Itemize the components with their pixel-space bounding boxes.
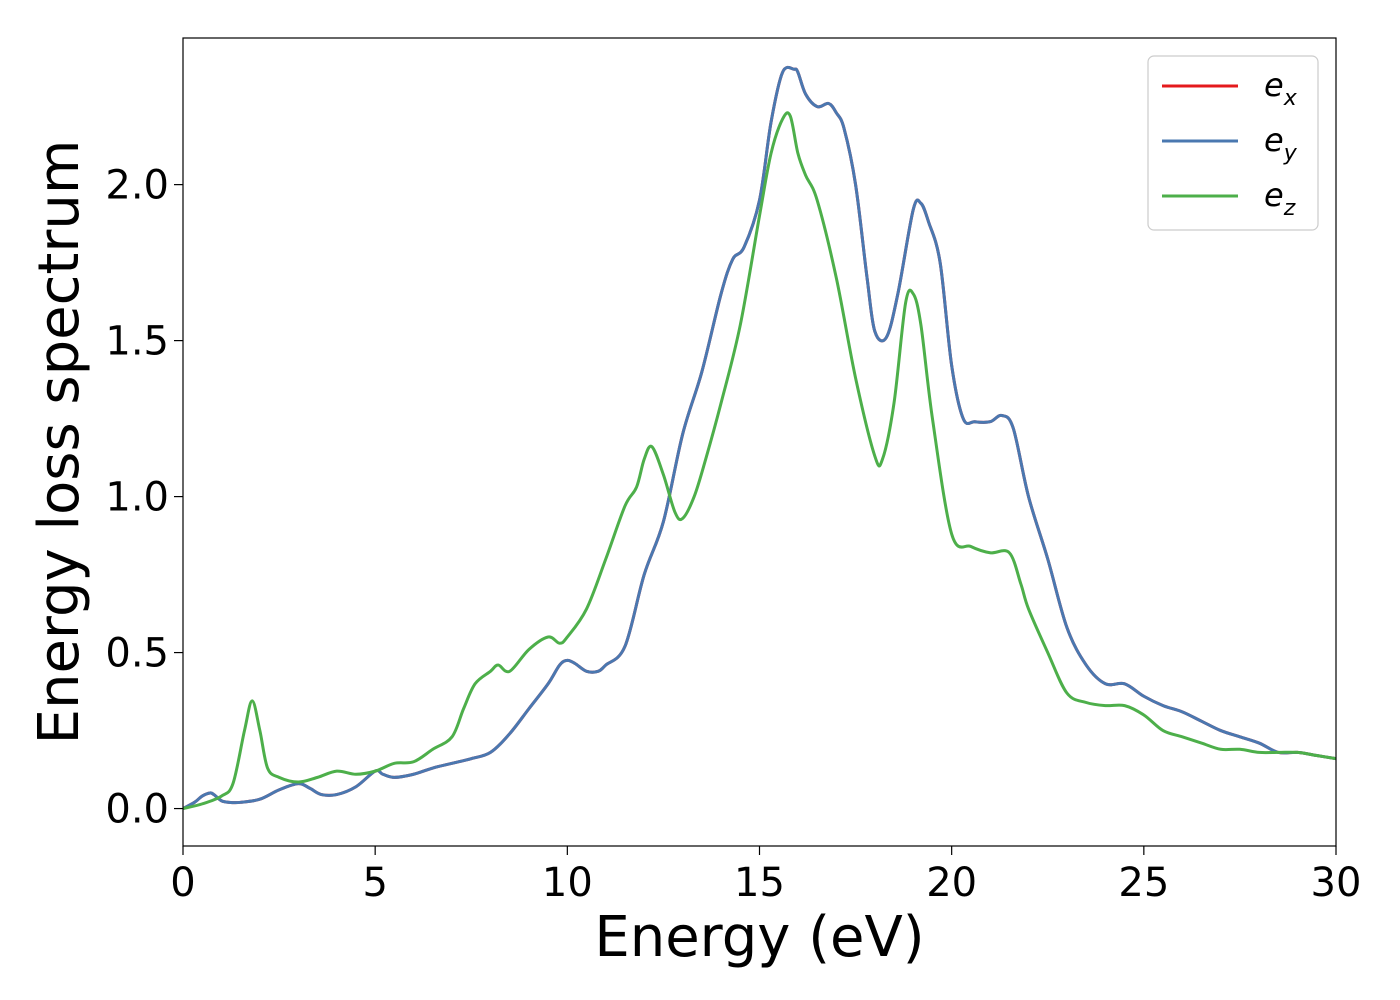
x-axis-title: Energy (eV): [594, 905, 924, 970]
x-tick-label: 5: [362, 860, 387, 906]
x-axis: 0 5 10 15 20 25 30: [170, 846, 1361, 906]
y-tick-label: 0.0: [105, 787, 169, 833]
x-tick-label: 25: [1118, 860, 1169, 906]
y-axis-title: Energy loss spectrum: [27, 140, 92, 745]
x-tick-label: 20: [926, 860, 977, 906]
y-tick-label: 1.5: [105, 319, 169, 365]
legend: ex ey ez: [1147, 55, 1319, 231]
x-tick-label: 10: [542, 860, 593, 906]
y-axis: 0.0 0.5 1.0 1.5 2.0: [105, 163, 183, 833]
legend-box: [1147, 55, 1319, 231]
x-tick-label: 15: [734, 860, 785, 906]
legend-label-z: ez: [1264, 176, 1296, 221]
series-layer: [183, 65, 1336, 811]
series-line-z: [183, 111, 1336, 811]
legend-label-x: ex: [1264, 66, 1298, 111]
y-tick-label: 2.0: [105, 163, 169, 209]
series-line-y: [183, 65, 1336, 811]
x-tick-label: 0: [170, 860, 195, 906]
legend-label-y: ey: [1264, 121, 1298, 166]
x-tick-label: 30: [1311, 860, 1362, 906]
y-tick-label: 0.5: [105, 631, 169, 677]
y-tick-label: 1.0: [105, 475, 169, 521]
